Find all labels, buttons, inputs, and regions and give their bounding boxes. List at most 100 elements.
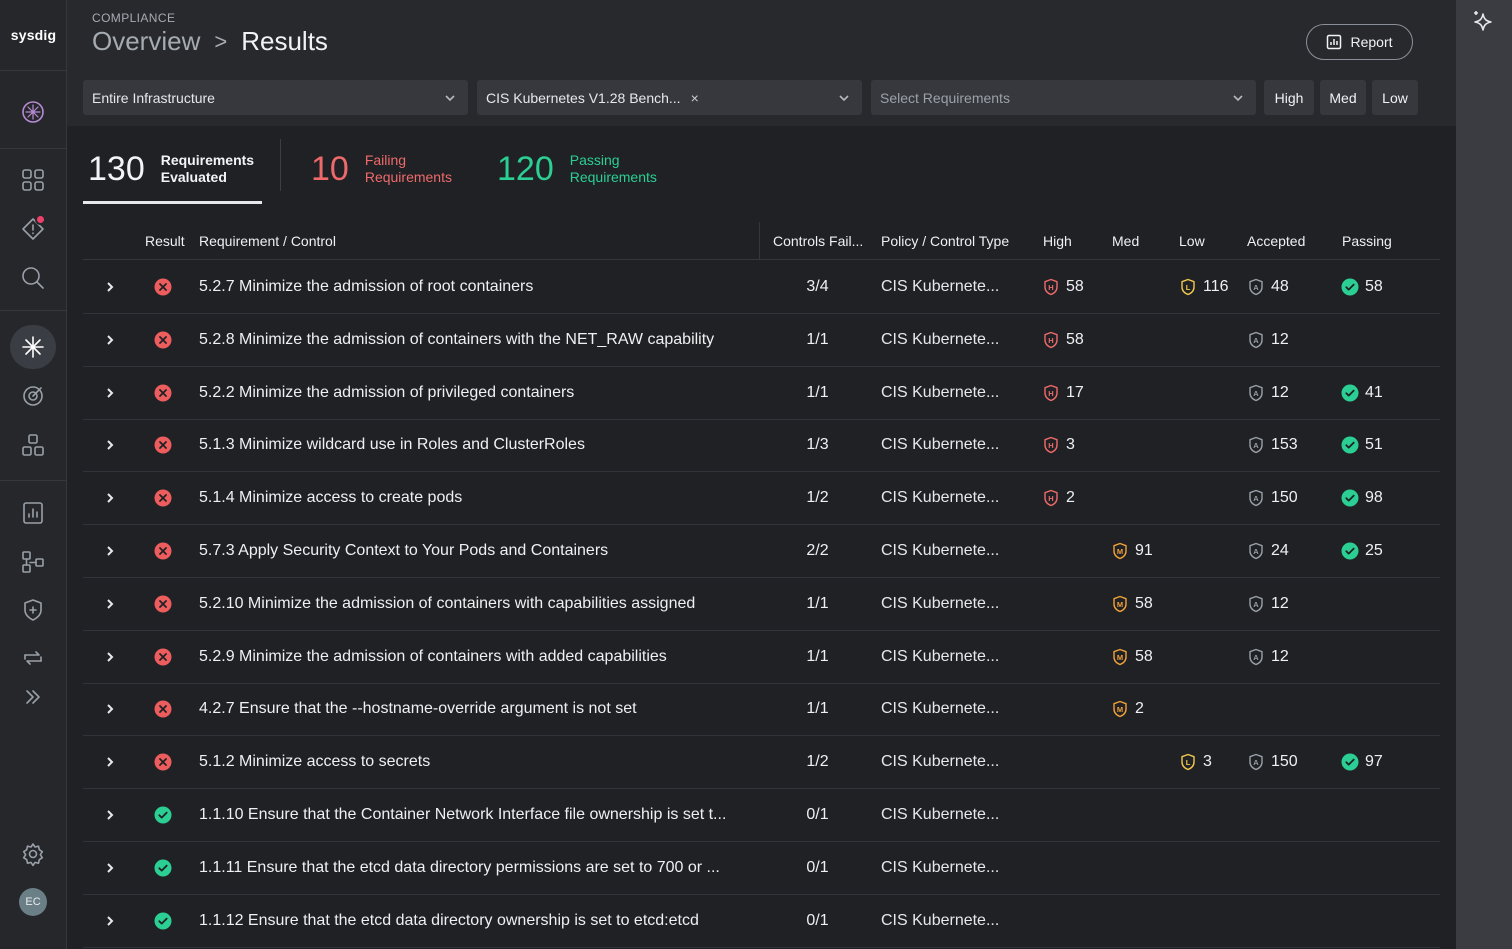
high-count: 2 bbox=[1066, 489, 1075, 507]
result-cell bbox=[154, 419, 172, 471]
svg-text:A: A bbox=[1253, 758, 1259, 767]
active-tab-indicator bbox=[83, 201, 262, 204]
table-row[interactable]: 5.2.9 Minimize the admission of containe… bbox=[83, 631, 1440, 684]
inventory-icon[interactable] bbox=[10, 423, 56, 467]
requirement-cell[interactable]: 1.1.12 Ensure that the etcd data directo… bbox=[199, 911, 699, 929]
expand-icon[interactable] bbox=[10, 675, 56, 719]
passing-cell: 25 bbox=[1341, 525, 1383, 577]
policy-cell: CIS Kubernete... bbox=[881, 330, 1000, 348]
expand-row-icon[interactable] bbox=[104, 367, 116, 419]
table-row[interactable]: 5.2.7 Minimize the admission of root con… bbox=[83, 261, 1440, 314]
col-result[interactable]: Result bbox=[145, 233, 185, 249]
table-row[interactable]: 5.1.4 Minimize access to create pods 1/2 C… bbox=[83, 472, 1440, 526]
expand-row-icon[interactable] bbox=[104, 525, 116, 577]
requirement-cell[interactable]: 5.2.2 Minimize the admission of privileg… bbox=[199, 383, 575, 401]
report-button[interactable]: Report bbox=[1306, 24, 1413, 60]
col-accepted[interactable]: Accepted bbox=[1247, 233, 1306, 249]
avatar[interactable]: EC bbox=[19, 888, 47, 916]
policy-cell: CIS Kubernete... bbox=[881, 489, 1000, 507]
col-requirement[interactable]: Requirement / Control bbox=[199, 233, 336, 249]
expand-row-icon[interactable] bbox=[104, 419, 116, 471]
requirement-cell[interactable]: 4.2.7 Ensure that the --hostname-overrid… bbox=[199, 700, 637, 718]
table-row[interactable]: 1.1.12 Ensure that the etcd data directo… bbox=[83, 895, 1440, 948]
requirement-cell[interactable]: 5.1.4 Minimize access to create pods bbox=[199, 489, 463, 507]
filter-high-button[interactable]: High bbox=[1264, 80, 1314, 115]
requirement-cell[interactable]: 5.1.2 Minimize access to secrets bbox=[199, 753, 431, 771]
result-cell bbox=[154, 842, 172, 894]
integrations-icon[interactable] bbox=[10, 540, 56, 584]
expand-row-icon[interactable] bbox=[104, 261, 116, 313]
expand-row-icon[interactable] bbox=[104, 895, 116, 947]
table-row[interactable]: 5.1.2 Minimize access to secrets 1/2 CIS K… bbox=[83, 736, 1440, 790]
expand-row-icon[interactable] bbox=[104, 842, 116, 894]
requirement-cell[interactable]: 5.2.8 Minimize the admission of containe… bbox=[199, 330, 715, 348]
filter-med-button[interactable]: Med bbox=[1320, 80, 1366, 115]
accepted-icon: A bbox=[1249, 753, 1263, 771]
table-row[interactable]: 5.2.8 Minimize the admission of containe… bbox=[83, 314, 1440, 367]
col-low[interactable]: Low bbox=[1179, 233, 1205, 249]
svg-text:M: M bbox=[1117, 652, 1123, 661]
col-med[interactable]: Med bbox=[1112, 233, 1140, 249]
settings-icon[interactable] bbox=[10, 832, 56, 876]
expand-row-icon[interactable] bbox=[104, 631, 116, 683]
filter-low-button[interactable]: Low bbox=[1372, 80, 1418, 115]
expand-row-icon[interactable] bbox=[104, 789, 116, 841]
chevron-down-icon bbox=[839, 94, 849, 101]
col-controls-failing[interactable]: Controls Fail... bbox=[773, 233, 864, 249]
failing-status-icon bbox=[154, 331, 172, 349]
requirements-select[interactable]: Select Requirements bbox=[871, 80, 1256, 115]
requirement-cell[interactable]: 1.1.10 Ensure that the Container Network… bbox=[199, 806, 727, 823]
high-severity-icon: H bbox=[1044, 278, 1058, 296]
dashboard-icon[interactable] bbox=[10, 158, 56, 202]
clear-policy-icon[interactable]: × bbox=[690, 89, 699, 106]
requirement-cell[interactable]: 1.1.11 Ensure that the etcd data directo… bbox=[199, 858, 720, 876]
policy-cell: CIS Kubernete... bbox=[881, 647, 1000, 665]
requirement-cell[interactable]: 5.2.9 Minimize the admission of containe… bbox=[199, 647, 667, 665]
expand-row-icon[interactable] bbox=[104, 472, 116, 524]
col-high[interactable]: High bbox=[1043, 233, 1072, 249]
passing-cell: 58 bbox=[1341, 261, 1383, 313]
breadcrumb-overview[interactable]: Overview bbox=[92, 26, 201, 56]
table-row[interactable]: 1.1.10 Ensure that the Container Network… bbox=[83, 789, 1440, 842]
med-severity-icon: M bbox=[1113, 701, 1127, 718]
expand-row-icon[interactable] bbox=[104, 683, 116, 735]
tab-passing-requirements[interactable]: 120 Passing Requirements bbox=[497, 136, 657, 202]
reports-icon[interactable] bbox=[10, 491, 56, 535]
table-header: Result Requirement / Control Controls Fa… bbox=[83, 222, 1440, 260]
col-policy[interactable]: Policy / Control Type bbox=[881, 233, 1010, 249]
alerts-icon[interactable] bbox=[10, 207, 56, 251]
table-row[interactable]: 5.2.10 Minimize the admission of contain… bbox=[83, 578, 1440, 631]
high-severity-icon: H bbox=[1044, 437, 1058, 454]
requirement-cell[interactable]: 5.7.3 Apply Security Context to Your Pod… bbox=[199, 542, 609, 559]
tab-failing-requirements[interactable]: 10 Failing Requirements bbox=[311, 136, 452, 202]
chevron-down-icon bbox=[445, 94, 455, 101]
table-row[interactable]: 1.1.11 Ensure that the etcd data directo… bbox=[83, 842, 1440, 895]
policy-cell: CIS Kubernete... bbox=[881, 594, 1000, 612]
table-row[interactable]: 4.2.7 Ensure that the --hostname-overrid… bbox=[83, 683, 1440, 737]
expand-row-icon[interactable] bbox=[104, 578, 116, 630]
requirement-cell[interactable]: 5.2.10 Minimize the admission of contain… bbox=[199, 594, 696, 612]
policy-cell: CIS Kubernete... bbox=[881, 278, 1000, 295]
expand-row-icon[interactable] bbox=[104, 736, 116, 788]
compliance-icon[interactable] bbox=[10, 325, 56, 369]
sync-icon[interactable] bbox=[10, 636, 56, 680]
passing-cell: 41 bbox=[1341, 367, 1383, 419]
controls-failing-cell: 3/4 bbox=[806, 278, 829, 295]
table-row[interactable]: 5.2.2 Minimize the admission of privileg… bbox=[83, 367, 1440, 420]
search-icon[interactable] bbox=[10, 256, 56, 300]
scope-select[interactable]: Entire Infrastructure bbox=[83, 80, 468, 115]
controls-failing-cell: 1/1 bbox=[806, 383, 829, 401]
tab-requirements-evaluated[interactable]: 130 Requirements Evaluated bbox=[88, 136, 254, 202]
col-passing[interactable]: Passing bbox=[1342, 233, 1392, 249]
requirement-cell[interactable]: 5.1.3 Minimize wildcard use in Roles and… bbox=[199, 436, 585, 454]
table-row[interactable]: 5.7.3 Apply Security Context to Your Pod… bbox=[83, 525, 1440, 578]
expand-row-icon[interactable] bbox=[104, 314, 116, 366]
policy-select[interactable]: CIS Kubernetes V1.28 Bench... × bbox=[477, 80, 862, 115]
policies-icon[interactable] bbox=[10, 588, 56, 632]
threat-icon[interactable] bbox=[10, 374, 56, 418]
brand-logo[interactable]: sysdig bbox=[0, 0, 67, 71]
sysdig-logo-icon[interactable] bbox=[10, 90, 56, 134]
sparkle-icon[interactable] bbox=[1470, 8, 1498, 36]
requirement-cell[interactable]: 5.2.7 Minimize the admission of root con… bbox=[199, 278, 534, 295]
table-row[interactable]: 5.1.3 Minimize wildcard use in Roles and… bbox=[83, 419, 1440, 473]
